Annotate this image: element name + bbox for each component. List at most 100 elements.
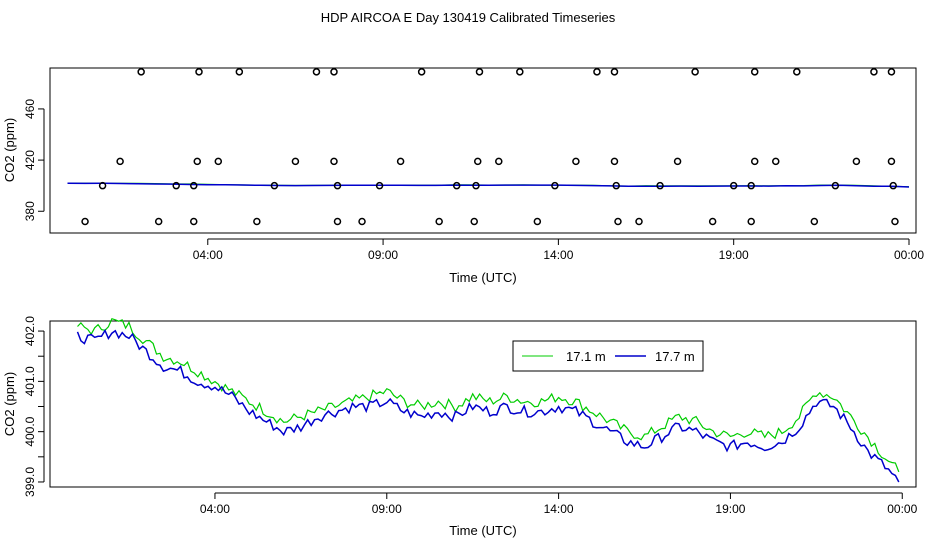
- panel-top-x-label: Time (UTC): [449, 270, 516, 285]
- data-point: [656, 181, 664, 190]
- series-line-17-1-m: [77, 317, 900, 473]
- panel-top: 04:00 09:00 14:00 19:00 00:00 380 420 460 Time…: [2, 67, 924, 285]
- data-point: [729, 181, 738, 190]
- data-point: [195, 68, 203, 76]
- panel-bottom: 04:00 09:00 14:00 19:00 00:00 399.0 400.0 401.…: [2, 316, 918, 538]
- y-tick-label: 380: [23, 201, 37, 221]
- data-point: [772, 157, 780, 166]
- data-point: [551, 181, 559, 190]
- data-point: [81, 217, 89, 226]
- x-tick-label: 00:00: [887, 502, 917, 516]
- data-point: [470, 217, 478, 226]
- legend-label-17-7m: 17.7 m: [655, 349, 695, 364]
- panel-bottom-x-label: Time (UTC): [449, 523, 516, 538]
- data-point: [330, 68, 338, 76]
- data-point: [887, 157, 896, 166]
- data-point: [691, 68, 699, 76]
- series-line-17-7-m: [76, 328, 900, 483]
- data-point: [593, 68, 601, 76]
- panel-bottom-y-label: CO2 (ppm): [2, 372, 17, 436]
- data-point: [610, 157, 619, 166]
- data-point: [330, 157, 338, 166]
- series-line-1: [67, 182, 910, 188]
- data-point: [635, 217, 643, 226]
- data-point: [852, 157, 861, 166]
- data-point: [533, 217, 542, 226]
- data-point: [747, 181, 755, 190]
- data-point: [673, 157, 682, 166]
- data-point: [887, 68, 896, 76]
- x-tick-label: 14:00: [544, 502, 574, 516]
- x-tick-label: 19:00: [715, 502, 745, 516]
- x-tick-label: 14:00: [543, 248, 573, 262]
- data-point: [810, 217, 819, 226]
- data-point: [98, 181, 107, 190]
- legend: 17.1 m 17.7 m: [512, 340, 704, 372]
- x-tick-label: 04:00: [200, 502, 230, 516]
- data-point: [435, 217, 443, 226]
- data-point: [452, 181, 461, 190]
- data-point: [708, 217, 717, 226]
- chart-title: HDP AIRCOA E Day 130419 Calibrated Times…: [321, 10, 616, 25]
- data-point: [189, 181, 198, 190]
- data-point: [189, 217, 198, 226]
- data-point: [214, 157, 223, 166]
- data-point: [750, 68, 759, 76]
- data-point: [793, 68, 801, 76]
- data-point: [472, 181, 480, 190]
- panel-top-y-axis: 380 420 460: [23, 99, 45, 221]
- panel-top-y-label: CO2 (ppm): [2, 118, 17, 182]
- panel-bottom-y-axis: 399.0 400.0 401.0 402.0: [23, 316, 45, 497]
- x-tick-label: 19:00: [719, 248, 749, 262]
- data-point: [747, 217, 755, 226]
- data-point: [333, 181, 342, 190]
- data-point: [333, 217, 342, 226]
- data-point: [889, 181, 897, 190]
- y-tick-label: 402.0: [23, 316, 37, 346]
- panel-bottom-lines: [76, 317, 900, 483]
- data-point: [358, 217, 366, 226]
- data-point: [417, 68, 426, 76]
- y-tick-label: 420: [23, 150, 37, 170]
- data-point: [291, 157, 300, 166]
- y-tick-label: 399.0: [23, 467, 37, 497]
- panel-top-lines: [67, 182, 910, 188]
- data-point: [235, 68, 244, 76]
- x-tick-label: 04:00: [193, 248, 223, 262]
- panel-top-x-axis: 04:00 09:00 14:00 19:00 00:00: [193, 238, 924, 262]
- data-point: [516, 68, 524, 76]
- data-point: [253, 217, 261, 226]
- y-tick-label: 460: [23, 99, 37, 119]
- data-point: [475, 68, 484, 76]
- x-tick-label: 09:00: [368, 248, 398, 262]
- data-point: [137, 68, 145, 76]
- panel-bottom-x-axis: 04:00 09:00 14:00 19:00 00:00: [200, 492, 918, 516]
- data-point: [375, 181, 384, 190]
- panel-bottom-frame: [49, 320, 917, 488]
- data-point: [193, 157, 202, 166]
- data-point: [614, 217, 622, 226]
- data-point: [612, 181, 620, 190]
- data-point: [891, 217, 899, 226]
- panel-top-points: [81, 68, 899, 226]
- data-point: [172, 181, 180, 190]
- data-point: [750, 157, 759, 166]
- data-point: [610, 68, 619, 76]
- y-tick-label: 400.0: [23, 416, 37, 446]
- data-point: [270, 181, 279, 190]
- data-point: [473, 157, 482, 166]
- data-point: [572, 157, 580, 166]
- data-point: [396, 157, 405, 166]
- panel-top-frame: [49, 67, 917, 234]
- data-point: [116, 157, 124, 166]
- data-point: [154, 217, 163, 226]
- data-point: [870, 68, 878, 76]
- data-point: [495, 157, 503, 166]
- x-tick-label: 09:00: [372, 502, 402, 516]
- data-point: [831, 181, 840, 190]
- data-point: [312, 68, 321, 76]
- legend-label-17-1m: 17.1 m: [566, 349, 606, 364]
- y-tick-label: 401.0: [23, 366, 37, 396]
- x-tick-label: 00:00: [894, 248, 924, 262]
